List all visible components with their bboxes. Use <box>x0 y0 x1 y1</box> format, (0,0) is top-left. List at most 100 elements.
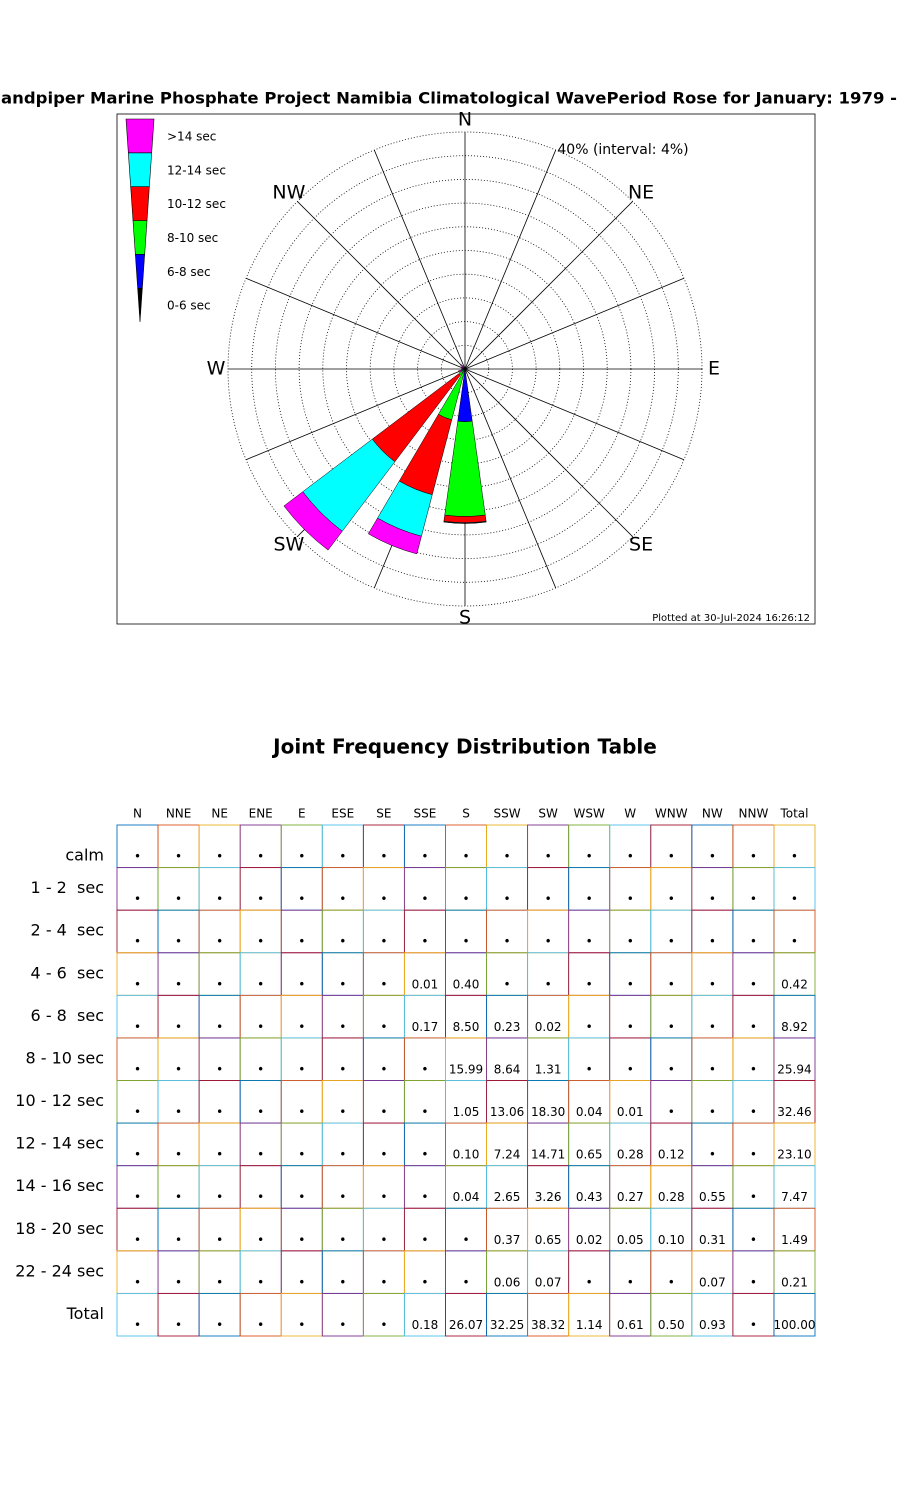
cell-value: • <box>627 892 634 906</box>
cell-value: • <box>750 1062 757 1076</box>
direction-label: NE <box>628 181 654 203</box>
spoke <box>464 277 685 370</box>
cell-value: • <box>134 1062 141 1076</box>
cell-value: 18.30 <box>531 1105 565 1119</box>
cell-value: 8.64 <box>494 1062 521 1076</box>
cell-value: • <box>709 892 716 906</box>
cell-value: • <box>421 1148 428 1162</box>
cell-value: 0.12 <box>658 1148 685 1162</box>
direction-label: SW <box>274 534 305 556</box>
table-title: Joint Frequency Distribution Table <box>271 735 657 759</box>
cell-value: • <box>627 1275 634 1289</box>
spoke <box>464 201 633 370</box>
cell-value: • <box>421 850 428 864</box>
cell-value: • <box>175 1190 182 1204</box>
column-header: SSW <box>494 807 521 821</box>
row-label: Total <box>66 1304 104 1323</box>
cell-value: • <box>750 935 757 949</box>
cell-value: 0.07 <box>699 1275 726 1289</box>
cell-value: • <box>421 892 428 906</box>
cell-value: • <box>380 1148 387 1162</box>
row-label: 22 - 24 sec <box>15 1261 104 1280</box>
rose-segment <box>458 369 462 373</box>
cell-value: • <box>421 935 428 949</box>
cell-value: • <box>750 1020 757 1034</box>
cell-value: • <box>586 935 593 949</box>
cell-value: • <box>709 1020 716 1034</box>
cell-value: • <box>380 1233 387 1247</box>
cell-value: • <box>709 850 716 864</box>
cell-value: 0.37 <box>494 1233 521 1247</box>
cell-value: 26.07 <box>449 1318 483 1332</box>
cell-value: • <box>216 1190 223 1204</box>
cell-value: • <box>545 850 552 864</box>
column-header: ENE <box>249 807 273 821</box>
column-header: SSE <box>414 807 437 821</box>
cell-value: • <box>504 977 511 991</box>
row-label: 2 - 4 sec <box>31 921 104 940</box>
cell-value: • <box>627 850 634 864</box>
cell-value: • <box>298 1190 305 1204</box>
cell-value: • <box>750 850 757 864</box>
cell-value: • <box>668 977 675 991</box>
cell-value: 7.24 <box>494 1148 521 1162</box>
cell-value: 25.94 <box>777 1062 811 1076</box>
cell-value: • <box>216 1318 223 1332</box>
cell-value: • <box>257 1233 264 1247</box>
spoke <box>464 368 633 537</box>
cell-value: 0.02 <box>535 1020 562 1034</box>
legend-label: 10-12 sec <box>167 197 226 211</box>
cell-value: • <box>298 935 305 949</box>
column-header: NNE <box>166 807 192 821</box>
table-cell <box>773 1292 816 1337</box>
cell-value: • <box>462 1233 469 1247</box>
cell-value: • <box>175 1062 182 1076</box>
cell-value: 0.18 <box>412 1318 439 1332</box>
cell-value: • <box>339 850 346 864</box>
cell-value: • <box>339 977 346 991</box>
cell-value: • <box>709 935 716 949</box>
cell-value: • <box>339 1020 346 1034</box>
rose-segment <box>283 491 343 551</box>
cell-value: • <box>750 892 757 906</box>
cell-value: • <box>298 850 305 864</box>
cell-value: • <box>380 1318 387 1332</box>
cell-value: • <box>257 1148 264 1162</box>
spoke <box>464 368 685 461</box>
column-header: ESE <box>331 807 354 821</box>
column-header: WSW <box>573 807 604 821</box>
rose-segment <box>367 517 422 555</box>
rose-segment <box>461 368 464 370</box>
cell-value: • <box>380 1062 387 1076</box>
cell-value: 0.17 <box>412 1020 439 1034</box>
column-header: Total <box>779 807 808 821</box>
cell-value: • <box>586 977 593 991</box>
cell-value: 32.25 <box>490 1318 524 1332</box>
rose-segment <box>460 364 466 370</box>
column-header: WNW <box>655 807 688 821</box>
cell-value: 0.61 <box>617 1318 644 1332</box>
cell-value: 0.65 <box>576 1148 603 1162</box>
row-label: 12 - 14 sec <box>15 1134 104 1153</box>
cell-value: • <box>298 1020 305 1034</box>
cell-value: 8.92 <box>781 1020 808 1034</box>
legend-label: 6-8 sec <box>167 265 211 279</box>
cell-value: 1.05 <box>453 1105 480 1119</box>
cell-value: • <box>134 1105 141 1119</box>
cell-value: 3.26 <box>535 1190 562 1204</box>
cell-value: • <box>668 1020 675 1034</box>
cell-value: • <box>257 892 264 906</box>
footnote: Plotted at 30-Jul-2024 16:26:12 <box>652 613 810 624</box>
plot-frame <box>116 113 816 625</box>
cell-value: • <box>175 1148 182 1162</box>
legend-swatch <box>130 186 150 221</box>
cell-value: 0.43 <box>576 1190 603 1204</box>
spoke <box>464 368 557 589</box>
cell-value: • <box>709 1148 716 1162</box>
row-label: calm <box>65 846 104 865</box>
spoke <box>245 277 466 370</box>
direction-label: E <box>708 358 720 380</box>
cell-value: • <box>627 977 634 991</box>
cell-value: • <box>134 1020 141 1034</box>
cell-value: • <box>586 892 593 906</box>
